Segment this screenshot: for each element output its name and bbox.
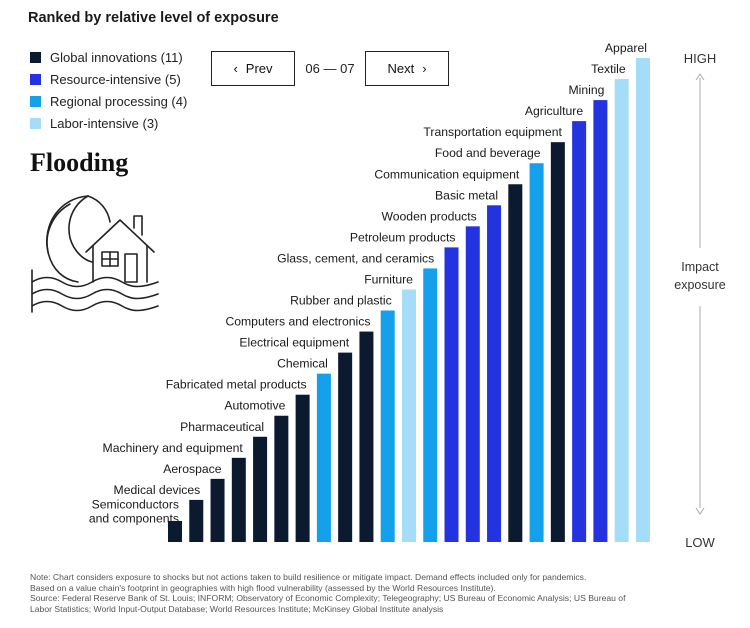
bar [423,268,438,542]
bar [635,58,650,542]
bar [529,163,544,542]
prev-button[interactable]: ‹ Prev [211,51,295,86]
legend-swatch [30,95,41,107]
bar [380,310,395,542]
legend-label: Resource-intensive (5) [50,71,181,87]
bar-label: Automotive [224,399,285,413]
bar-label: Mining [568,83,604,97]
bar [550,142,565,543]
bar-label: Textile [591,62,626,76]
legend: Global innovations (11) Resource-intensi… [30,46,187,134]
bar-label: Apparel [605,41,647,55]
y-axis-top-label: HIGH [684,51,717,66]
bar-label: Food and beverage [435,146,541,160]
bar-label: Semiconductors and components [89,498,179,526]
bar [338,352,353,542]
chevron-right-icon: › [422,61,427,76]
legend-label: Labor-intensive (3) [50,115,159,131]
bar-label: Pharmaceutical [180,420,264,434]
footnote: Note: Chart considers exposure to shocks… [30,572,730,614]
bar-label: Glass, cement, and ceramics [277,251,434,265]
legend-item-resource-intensive: Resource-intensive (5) [30,68,187,90]
bar-label: Aerospace [163,462,221,476]
bar [593,100,608,542]
bar [231,457,246,542]
legend-item-labor-intensive: Labor-intensive (3) [30,112,187,134]
flood-house-icon [30,190,160,320]
prev-label: Prev [245,61,273,76]
legend-item-global-innovations: Global innovations (11) [30,46,187,68]
legend-item-regional-processing: Regional processing (4) [30,90,187,112]
arrow-down-icon [695,507,705,515]
footnote-line: Labor Statistics; World Input-Output Dat… [30,603,444,614]
bar [614,79,629,542]
bar-label: Petroleum products [350,230,456,244]
bar-label: Agriculture [525,104,583,118]
page-index: 06 — 07 [305,61,355,76]
y-axis-title-line1: Impact [681,260,719,274]
bar-label: Electrical equipment [239,336,349,350]
bar-label: Transportation equipment [423,125,562,139]
bar-label: Computers and electronics [225,315,370,329]
legend-label: Global innovations (11) [50,49,183,65]
legend-label: Regional processing (4) [50,93,188,109]
chart-title: Ranked by relative level of exposure [28,10,279,26]
arrow-up-icon [695,73,705,81]
legend-swatch [30,51,41,63]
footnote-line: Source: Federal Reserve Bank of St. Loui… [30,593,626,604]
y-axis: HIGH Impact exposure LOW [674,51,725,550]
hazard-title: Flooding [30,148,129,177]
bar [359,331,374,542]
bar [572,121,587,542]
bar-label: Furniture [364,272,413,286]
bar-label: Chemical [277,357,328,371]
bar [210,478,225,542]
bar [508,184,523,542]
bar [465,226,480,542]
chevron-left-icon: ‹ [233,61,238,76]
bar [295,394,310,542]
bar [316,373,331,542]
bar [168,520,182,542]
pager: ‹ Prev 06 — 07 Next › [211,51,449,86]
bar-label: Fabricated metal products [166,378,307,392]
footnote-line: Note: Chart considers exposure to shocks… [30,572,587,582]
bar-label: Medical devices [114,483,201,497]
y-axis-bottom-label: LOW [685,535,715,550]
bar-label: Communication equipment [374,167,520,181]
bar [189,499,204,542]
bar-label: Wooden products [381,209,476,223]
bar [274,415,289,542]
bar-label: Rubber and plastic [290,294,392,308]
next-label: Next [387,61,415,76]
footnote-line: Based on a value chain's footprint in ge… [30,582,496,593]
next-button[interactable]: Next › [365,51,449,86]
bar [487,205,502,543]
bar [401,289,416,542]
bar-label: Basic metal [435,188,498,202]
bar [444,247,459,542]
bar [253,436,268,542]
y-axis-title-line2: exposure [674,278,725,292]
legend-swatch [30,117,41,129]
legend-swatch [30,73,41,85]
bar-label: Machinery and equipment [103,441,244,455]
